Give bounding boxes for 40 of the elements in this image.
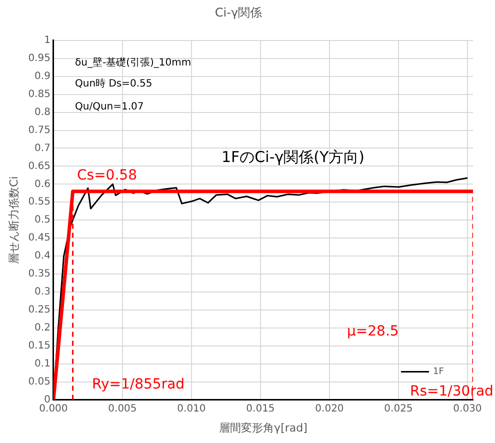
- annotation: δu_壁-基礎(引張)_10mm: [75, 56, 192, 69]
- y-tick-label: 0.15: [28, 340, 50, 352]
- y-axis-title: 層せん断力係数Ci: [7, 176, 20, 264]
- y-tick-label: 0.35: [28, 268, 50, 280]
- y-tick-label: 0.3: [34, 286, 50, 298]
- annotation: Qun時 Ds=0.55: [75, 78, 152, 90]
- y-tick-label: 1: [44, 34, 50, 46]
- x-tick-label: 0.030: [453, 403, 482, 414]
- y-tick-label: 0.8: [34, 106, 50, 118]
- y-tick-label: 0: [44, 394, 50, 406]
- y-tick-label: 0.4: [34, 250, 50, 262]
- y-tick-label: 0.9: [34, 70, 50, 82]
- y-tick-label: 0.7: [34, 142, 50, 154]
- chart-title: Ci-γ関係: [214, 5, 262, 20]
- x-tick-label: 0.005: [108, 403, 137, 414]
- annotation: Ry=1/855rad: [92, 376, 185, 393]
- legend-label: 1F: [433, 367, 444, 378]
- annotation: Rs=1/30rad: [410, 384, 494, 400]
- y-tick-label: 0.25: [28, 304, 50, 316]
- y-tick-label: 0.45: [28, 232, 50, 244]
- y-tick-label: 0.1: [34, 358, 50, 370]
- x-tick-label: 0.015: [246, 403, 275, 414]
- x-tick-label: 0.020: [315, 403, 344, 414]
- y-tick-label: 0.75: [28, 124, 50, 136]
- y-tick-label: 0.55: [28, 196, 50, 208]
- y-tick-label: 0.6: [34, 178, 50, 190]
- x-tick-label: 0.025: [384, 403, 413, 414]
- y-tick-label: 0.65: [28, 160, 50, 172]
- annotation: Cs=0.58: [77, 168, 137, 184]
- x-tick-label: 0.010: [177, 403, 206, 414]
- annotation: 1FのCi-γ関係(Y方向): [222, 148, 364, 166]
- y-tick-label: 0.95: [28, 52, 50, 64]
- y-tick-label: 0.85: [28, 88, 50, 100]
- annotation: μ=28.5: [347, 324, 399, 340]
- x-tick-label: 0.000: [39, 403, 68, 414]
- y-tick-label: 0.05: [28, 376, 50, 388]
- y-tick-label: 0.5: [34, 214, 50, 226]
- y-tick-label: 0.2: [34, 322, 50, 334]
- x-axis-title: 層間変形角γ[rad]: [219, 421, 308, 434]
- annotation: Qu/Qun=1.07: [75, 102, 144, 113]
